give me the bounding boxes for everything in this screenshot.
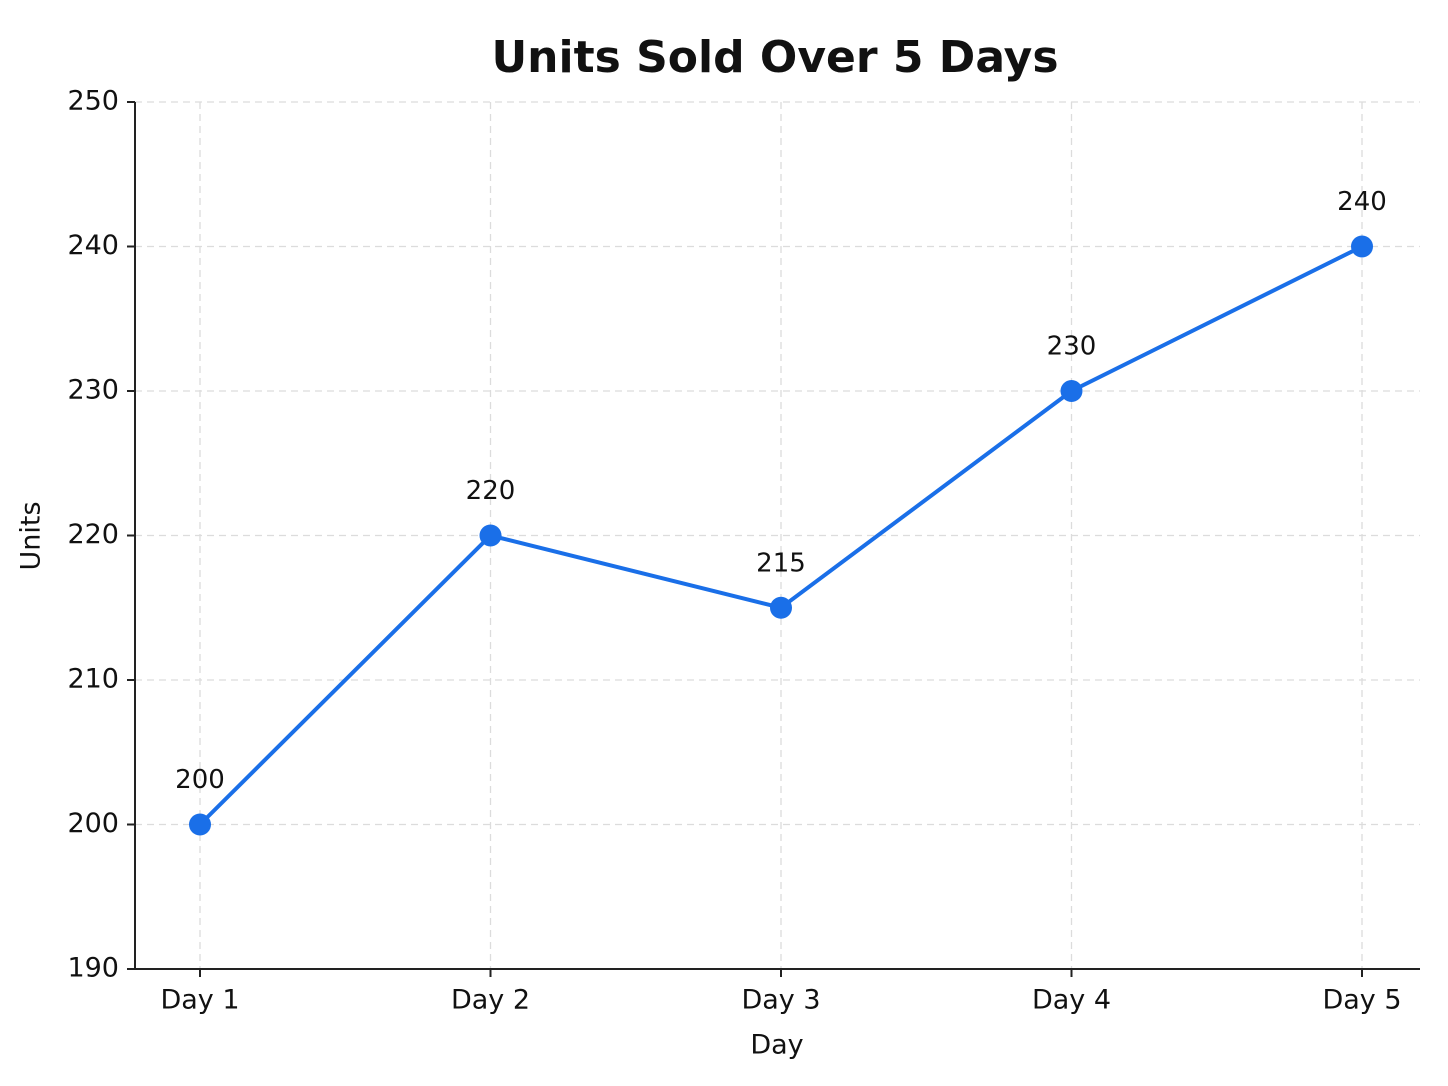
y-tick-label: 230 [67,375,119,406]
y-tick-label: 220 [67,519,119,550]
y-tick-label: 250 [67,86,119,117]
x-tick-label: Day 4 [1032,985,1111,1016]
chart-title: Units Sold Over 5 Days [491,32,1058,83]
data-label: 230 [1047,332,1097,362]
x-axis-title: Day [750,1030,803,1061]
x-tick-label: Day 1 [160,985,239,1016]
point [770,596,792,619]
x-tick-label: Day 3 [741,985,820,1016]
data-label: 215 [756,548,806,578]
y-axis-title: Units [16,501,47,570]
x-tick-label: Day 5 [1322,985,1401,1016]
y-tick-label: 190 [67,953,119,984]
point [189,813,211,836]
data-label: 220 [466,476,516,506]
y-tick-label: 240 [67,230,119,261]
point [1060,380,1083,402]
point [479,524,502,547]
y-tick-label: 200 [67,808,119,839]
point [1351,235,1373,258]
x-tick-label: Day 2 [451,985,530,1016]
data-label: 200 [175,765,225,795]
data-label: 240 [1337,187,1387,217]
y-tick-label: 210 [67,664,119,695]
